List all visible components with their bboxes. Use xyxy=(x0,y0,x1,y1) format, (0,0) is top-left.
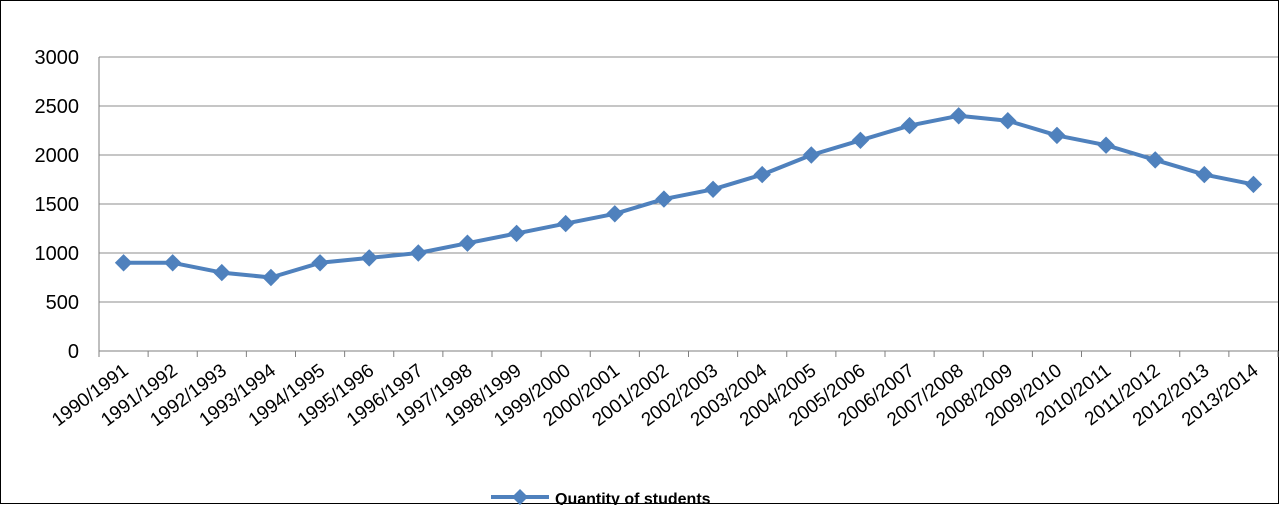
data-point-marker xyxy=(1097,136,1115,154)
legend-label: Quantity of students xyxy=(555,491,711,505)
data-point-marker xyxy=(655,190,673,208)
x-axis: 1990/19911991/19921992/19931993/19941994… xyxy=(48,351,1279,431)
y-tick-label: 3000 xyxy=(35,47,80,69)
legend-diamond-marker xyxy=(512,489,528,505)
series-line xyxy=(123,113,1254,280)
y-tick-label: 2000 xyxy=(35,145,80,167)
data-point-marker xyxy=(753,165,771,184)
data-point-marker xyxy=(1048,126,1066,145)
data-point-marker xyxy=(949,107,968,125)
data-point-marker xyxy=(262,268,280,287)
data-point-marker xyxy=(1195,165,1214,184)
data-point-marker xyxy=(704,180,722,199)
series-layer xyxy=(114,107,1263,287)
data-point-marker xyxy=(409,244,428,262)
data-point-marker xyxy=(556,214,575,233)
data-point-marker xyxy=(1244,175,1263,194)
data-point-marker xyxy=(458,234,477,252)
y-tick-label: 2500 xyxy=(35,96,80,118)
gridlines xyxy=(99,56,1278,352)
y-tick-label: 1000 xyxy=(35,243,80,265)
y-tick-label: 1500 xyxy=(35,194,80,216)
data-point-marker xyxy=(1146,151,1164,169)
data-point-marker xyxy=(999,111,1017,130)
data-point-marker xyxy=(606,205,624,223)
y-tick-label: 0 xyxy=(68,341,79,363)
y-axis: 0 500 1000 1500 2000 2500 3000 xyxy=(35,47,100,363)
data-point-marker xyxy=(163,254,182,272)
data-point-marker xyxy=(311,254,329,272)
y-tick-label: 500 xyxy=(46,292,79,314)
data-point-marker xyxy=(851,131,870,150)
data-point-marker xyxy=(360,249,378,267)
data-point-marker xyxy=(900,116,919,135)
data-point-marker xyxy=(114,254,133,272)
data-point-marker xyxy=(507,224,526,243)
legend: Quantity of students xyxy=(491,489,711,505)
data-point-marker xyxy=(802,146,821,164)
data-point-marker xyxy=(213,263,231,282)
